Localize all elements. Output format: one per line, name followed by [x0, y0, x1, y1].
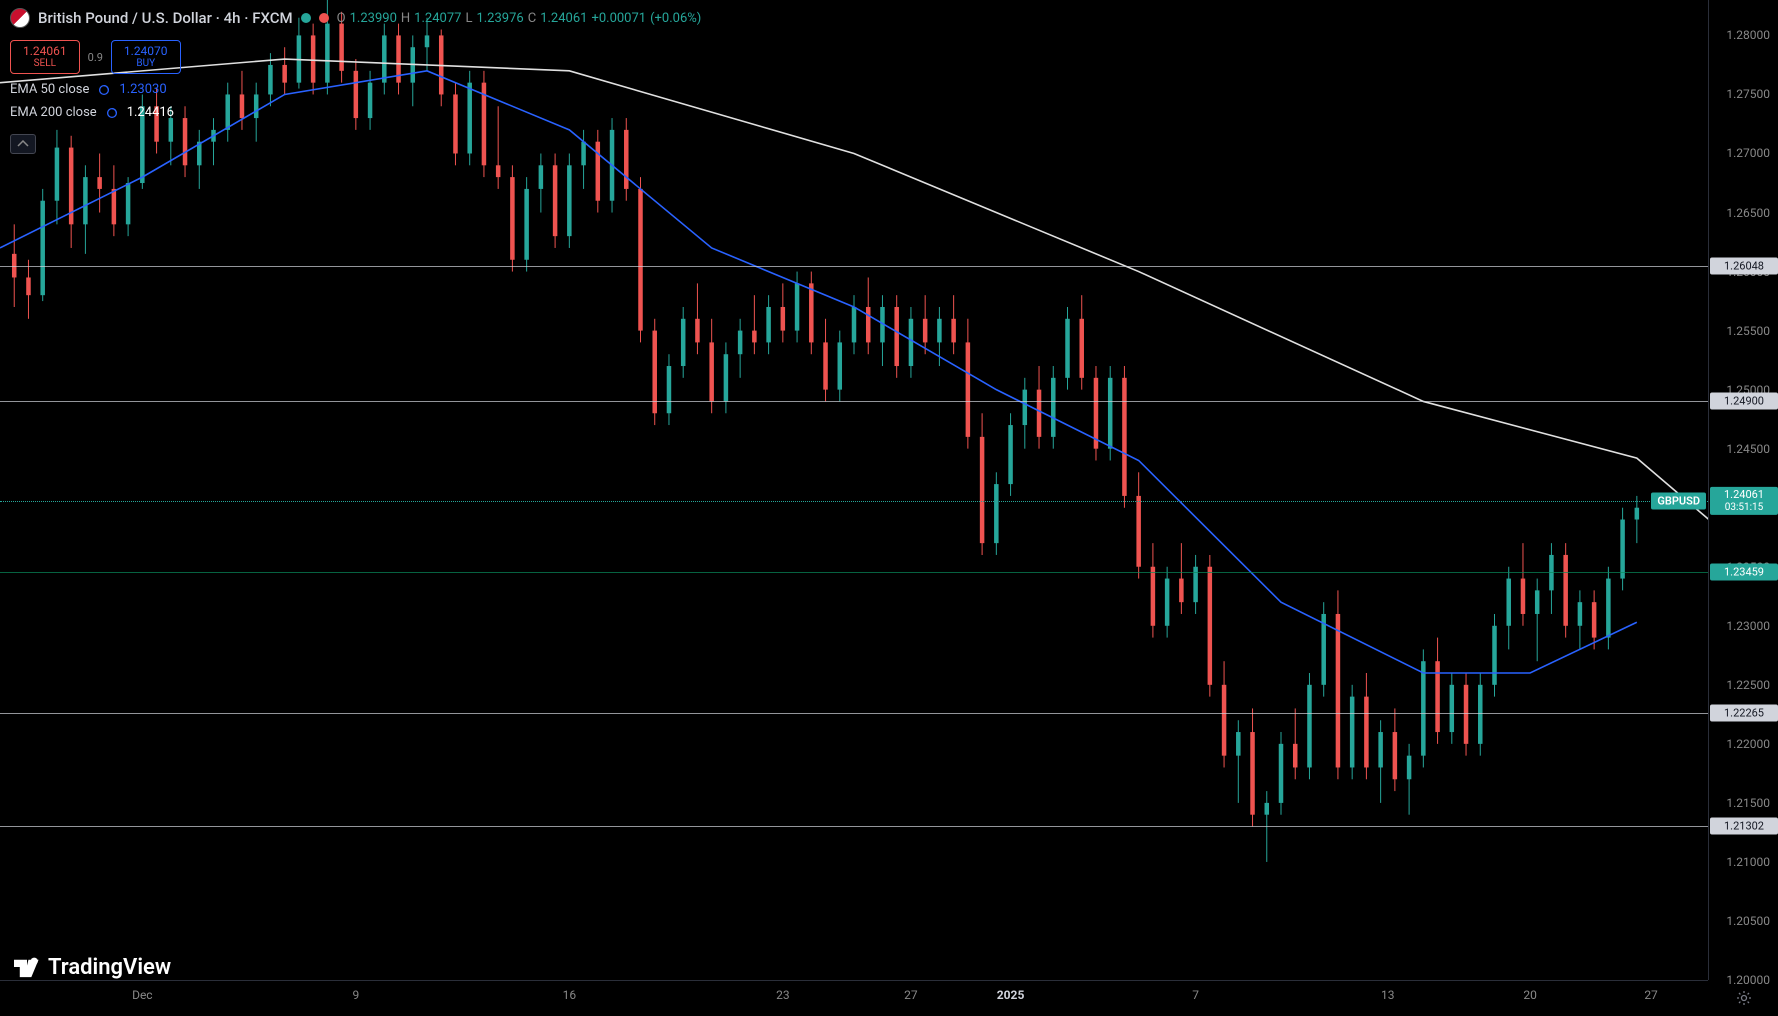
price-tag: 1.23459 — [1710, 563, 1778, 580]
y-tick: 1.24500 — [1726, 442, 1770, 456]
sell-label: SELL — [23, 58, 67, 70]
market-status-dot-open — [301, 13, 311, 23]
chart-title[interactable]: British Pound / U.S. Dollar · 4h · FXCM — [38, 9, 293, 27]
collapse-indicators-button[interactable] — [10, 134, 36, 154]
price-tag: 1.21302 — [1710, 818, 1778, 835]
horizontal-line[interactable] — [0, 826, 1708, 827]
horizontal-line[interactable] — [0, 401, 1708, 402]
buy-price: 1.24070 — [124, 44, 168, 58]
y-tick: 1.23000 — [1726, 619, 1770, 633]
ohlc-change: +0.00071 — [591, 11, 646, 26]
y-tick: 1.22000 — [1726, 737, 1770, 751]
y-tick: 1.28000 — [1726, 28, 1770, 42]
sell-button[interactable]: 1.24061 SELL — [10, 40, 80, 74]
horizontal-line[interactable] — [0, 713, 1708, 714]
y-tick: 1.27500 — [1726, 87, 1770, 101]
symbol-badge: GBPUSD — [1651, 492, 1706, 509]
price-tag: 1.22265 — [1710, 704, 1778, 721]
gear-icon — [1736, 990, 1752, 1006]
y-tick: 1.22500 — [1726, 678, 1770, 692]
price-tag: 1.24900 — [1710, 393, 1778, 410]
ohlc-h: 1.24077 — [414, 11, 461, 26]
x-tick: 16 — [563, 988, 577, 1002]
x-tick: 27 — [1644, 988, 1658, 1002]
price-tag: 1.26048 — [1710, 257, 1778, 274]
ohlc-change-pct: (+0.06%) — [650, 11, 701, 26]
y-tick: 1.21500 — [1726, 796, 1770, 810]
tradingview-watermark-text: TradingView — [48, 955, 171, 980]
indicator-ema200-name: EMA 200 close — [10, 105, 97, 120]
y-tick: 1.20000 — [1726, 973, 1770, 987]
y-tick: 1.26500 — [1726, 206, 1770, 220]
market-status-dot-2 — [319, 13, 329, 23]
tradingview-logo-icon — [14, 954, 40, 980]
visibility-icon[interactable] — [97, 83, 111, 97]
tradingview-watermark: TradingView — [14, 954, 171, 980]
indicator-ema50-value: 1.23030 — [119, 82, 166, 97]
x-tick: 27 — [904, 988, 918, 1002]
x-tick: 20 — [1523, 988, 1537, 1002]
x-tick: 2025 — [997, 988, 1025, 1002]
x-tick: 7 — [1192, 988, 1199, 1002]
chart-settings-button[interactable] — [1732, 986, 1756, 1010]
chart-canvas[interactable] — [0, 0, 1708, 980]
x-tick: 13 — [1381, 988, 1395, 1002]
y-tick: 1.21000 — [1726, 855, 1770, 869]
candlestick-chart — [0, 0, 1708, 980]
indicator-ema50-name: EMA 50 close — [10, 82, 89, 97]
indicator-ema200-value: 1.24416 — [127, 105, 174, 120]
price-tag: 1.2406103:51:15 — [1710, 486, 1778, 514]
chevron-up-icon — [17, 140, 29, 148]
y-tick: 1.20500 — [1726, 914, 1770, 928]
indicator-ema50[interactable]: EMA 50 close 1.23030 — [10, 82, 174, 97]
x-tick: Dec — [132, 988, 153, 1002]
visibility-icon[interactable] — [105, 106, 119, 120]
ohlc-c: 1.24061 — [540, 11, 587, 26]
horizontal-line[interactable] — [0, 266, 1708, 267]
horizontal-line[interactable] — [0, 572, 1708, 573]
ohlc-l: 1.23976 — [476, 11, 523, 26]
time-axis[interactable]: Dec 9 16 23 27 2025 7 13 20 27 — [0, 980, 1708, 1016]
buy-button[interactable]: 1.24070 BUY — [111, 40, 181, 74]
indicator-ema200[interactable]: EMA 200 close 1.24416 — [10, 105, 174, 120]
price-axis[interactable]: 1.280001.275001.270001.265001.260001.255… — [1708, 0, 1778, 980]
current-price-line — [0, 501, 1708, 502]
sell-price: 1.24061 — [23, 44, 67, 58]
buy-label: BUY — [124, 58, 168, 70]
x-tick: 9 — [352, 988, 359, 1002]
ohlc-readout: O1.23990 H1.24077 L1.23976 C1.24061 +0.0… — [337, 11, 702, 26]
y-tick: 1.27000 — [1726, 146, 1770, 160]
spread-value: 0.9 — [88, 51, 103, 64]
x-tick: 23 — [776, 988, 790, 1002]
ohlc-o: 1.23990 — [350, 11, 397, 26]
pair-icon — [10, 8, 30, 28]
y-tick: 1.25500 — [1726, 324, 1770, 338]
